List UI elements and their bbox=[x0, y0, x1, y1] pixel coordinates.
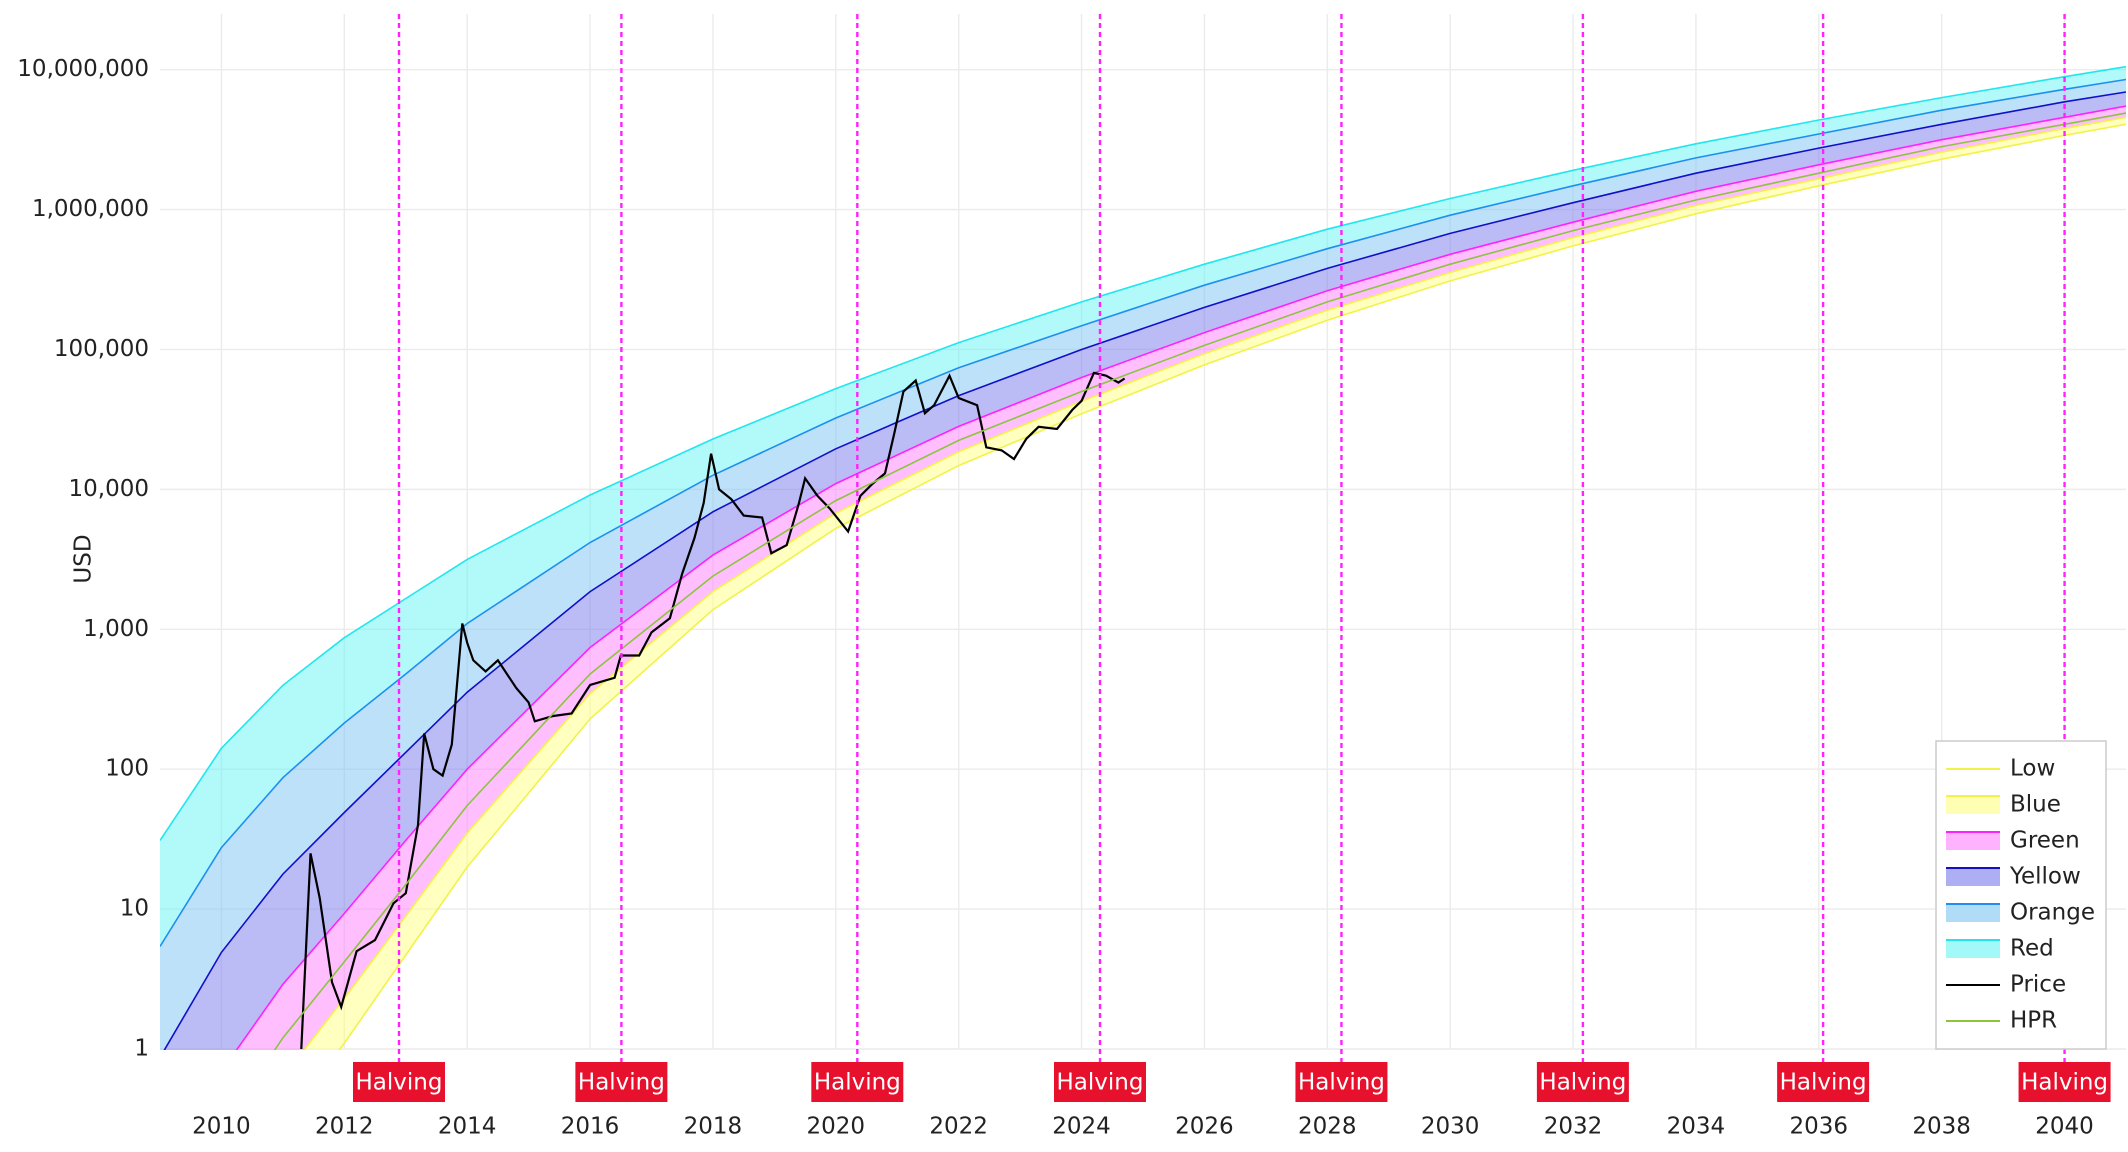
halving-box bbox=[2018, 1062, 2111, 1102]
halving-label: Halving bbox=[1780, 1070, 1867, 1096]
band-line bbox=[235, 105, 2126, 1050]
y-axis-title: USD bbox=[71, 534, 97, 583]
overlay: 1 10 100 1,000 10,000 100,000 1,000,000 10,000,… bbox=[17, 14, 2111, 1140]
halving-label: Halving bbox=[1057, 1070, 1144, 1096]
series-line bbox=[338, 123, 2126, 1050]
x-tick-label: 2012 bbox=[315, 1114, 374, 1140]
legend-swatch bbox=[1946, 832, 2000, 850]
y-tick-label: 10,000 bbox=[69, 476, 149, 502]
halving-box bbox=[1053, 1062, 1146, 1102]
y-tick-label: 100 bbox=[105, 756, 149, 782]
legend-swatch bbox=[1946, 940, 2000, 958]
band-line bbox=[160, 78, 2126, 947]
legend-swatch bbox=[1946, 796, 2000, 814]
halving-label: Halving bbox=[814, 1070, 901, 1096]
x-tick-label: 2038 bbox=[1912, 1114, 1971, 1140]
halving-box bbox=[1536, 1062, 1629, 1102]
x-tick-label: 2030 bbox=[1421, 1114, 1480, 1140]
band-line bbox=[303, 116, 2126, 1050]
x-tick-label: 2034 bbox=[1667, 1114, 1726, 1140]
x-tick-label: 2028 bbox=[1298, 1114, 1357, 1140]
series-line bbox=[300, 371, 1126, 1050]
legend-label: Red bbox=[2010, 936, 2054, 962]
halving-label: Halving bbox=[578, 1070, 665, 1096]
halving-box bbox=[575, 1062, 668, 1102]
halving-label: Halving bbox=[1539, 1070, 1626, 1096]
x-tick-label: 2010 bbox=[192, 1114, 251, 1140]
x-tick-label: 2032 bbox=[1544, 1114, 1603, 1140]
halving-label: Halving bbox=[356, 1070, 443, 1096]
x-tick-label: 2040 bbox=[2035, 1114, 2094, 1140]
y-tick-label: 10,000,000 bbox=[17, 56, 149, 82]
legend-label: Price bbox=[2010, 972, 2066, 998]
legend-label: HPR bbox=[2010, 1008, 2057, 1034]
legend-label: Low bbox=[2010, 756, 2055, 782]
halving-box bbox=[352, 1062, 445, 1102]
y-tick-label: 1,000,000 bbox=[32, 196, 149, 222]
halving-label: Halving bbox=[2021, 1070, 2108, 1096]
x-tick-label: 2020 bbox=[807, 1114, 866, 1140]
halving-label: Halving bbox=[1298, 1070, 1385, 1096]
legend-swatch bbox=[1946, 868, 2000, 886]
legend-swatch bbox=[1946, 904, 2000, 922]
halving-box bbox=[811, 1062, 904, 1102]
y-tick-label: 10 bbox=[120, 896, 149, 922]
legend-label: Orange bbox=[2010, 900, 2095, 926]
legend-label: Yellow bbox=[2009, 864, 2081, 890]
x-tick-label: 2024 bbox=[1052, 1114, 1111, 1140]
halving-box bbox=[1777, 1062, 1870, 1102]
x-tick-label: 2022 bbox=[929, 1114, 988, 1140]
y-tick-label: 1 bbox=[134, 1036, 149, 1062]
halving-box bbox=[1295, 1062, 1388, 1102]
legend-box bbox=[1935, 740, 2107, 1050]
plot-area bbox=[160, 65, 2126, 1050]
x-tick-label: 2018 bbox=[684, 1114, 743, 1140]
series-line bbox=[273, 112, 2126, 1050]
legend-label: Green bbox=[2010, 828, 2080, 854]
x-tick-label: 2016 bbox=[561, 1114, 620, 1140]
x-tick-label: 2014 bbox=[438, 1114, 497, 1140]
x-tick-label: 2036 bbox=[1790, 1114, 1849, 1140]
band-line bbox=[163, 91, 2126, 1050]
y-tick-label: 1,000 bbox=[83, 616, 149, 642]
band-line bbox=[160, 65, 2126, 841]
x-tick-label: 2026 bbox=[1175, 1114, 1234, 1140]
y-tick-label: 100,000 bbox=[54, 336, 149, 362]
legend-label: Blue bbox=[2010, 792, 2061, 818]
